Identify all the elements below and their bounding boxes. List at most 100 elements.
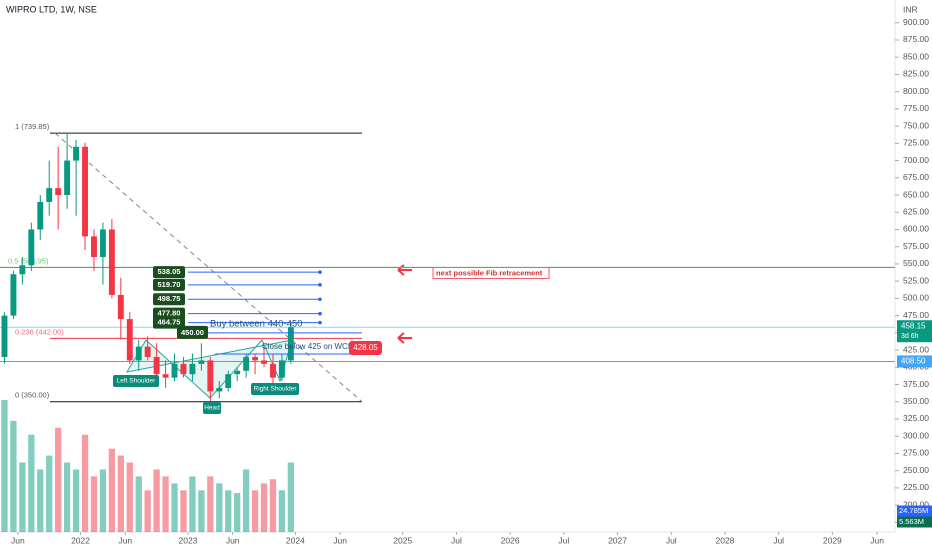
target-label: 538.05 [158, 267, 181, 276]
y-tick-label: 375.00 [903, 379, 929, 389]
arrows [397, 264, 412, 344]
pattern-label: Right Shoulder [254, 386, 298, 393]
y-tick-label: 725.00 [903, 138, 929, 148]
y-tick-label: 325.00 [903, 413, 929, 423]
y-tick-label: 225.00 [903, 482, 929, 492]
x-tick-label: Jul [558, 535, 569, 545]
target-dot [318, 297, 322, 302]
volume-bar [260, 483, 268, 532]
pattern-badge [113, 375, 159, 387]
target-label: 464.75 [158, 318, 181, 327]
y-tick-label: 750.00 [903, 120, 929, 130]
volume-bar [19, 462, 26, 532]
pattern-label: Head [204, 405, 220, 412]
countdown: 3d 6h [901, 333, 919, 340]
volume-bar [81, 434, 89, 532]
volume-bar [63, 462, 71, 532]
volume-bar [216, 483, 223, 532]
volume-bar [225, 490, 232, 532]
stop-badge [349, 340, 382, 355]
target-dot [318, 320, 322, 325]
y-tick-label: 475.00 [903, 310, 929, 320]
volume-bar [234, 493, 241, 532]
y-tick-label: 600.00 [903, 224, 929, 234]
x-tick-label: Jun [333, 535, 347, 545]
candle-body [243, 356, 250, 371]
y-tick-label: 900.00 [903, 17, 929, 27]
volume-label: 24.785M [899, 506, 928, 515]
y-tick-label: 825.00 [903, 69, 929, 79]
candle-body [64, 160, 71, 196]
volume-bar [37, 469, 44, 532]
stop-note: Close below 425 on WCB [262, 342, 353, 351]
y-tick-label: 650.00 [903, 189, 929, 199]
volume-bar [144, 490, 151, 532]
candle-body [207, 360, 214, 392]
x-tick-label: 2028 [715, 535, 734, 545]
x-tick-label: 2027 [608, 535, 627, 545]
candle-body [82, 146, 88, 237]
volume-bar [126, 462, 133, 532]
fib-label: 0.236 (442.00) [15, 327, 64, 336]
currency: INR [903, 4, 918, 14]
x-tick-label: Jul [451, 535, 462, 545]
x-tick-label: 2025 [393, 535, 412, 545]
target-badge [153, 266, 185, 279]
volume-bar [28, 434, 35, 532]
x-tick-label: Jun [870, 535, 884, 545]
fib-label: 1 (739.85) [15, 122, 50, 131]
candle-body [162, 374, 169, 378]
candle-body [108, 229, 115, 295]
volume-bar [108, 448, 116, 532]
y-tick-label: 525.00 [903, 275, 929, 285]
target-dot [318, 283, 322, 287]
arrow [397, 264, 412, 276]
y-tick-label: 700.00 [903, 155, 929, 165]
volume-bar [153, 469, 160, 532]
x-tick-label: 2026 [501, 535, 520, 545]
candle-body [19, 265, 26, 275]
last-price-badge [897, 320, 932, 343]
x-tick-label: Jul [666, 535, 677, 545]
entry-badge [177, 325, 208, 339]
volume-badge [897, 505, 932, 517]
x-tick-label: 2029 [823, 535, 842, 545]
candle-body [189, 363, 196, 375]
volume-bar [180, 490, 187, 532]
candle-body [234, 370, 241, 375]
volume-bar [171, 483, 178, 532]
candle-body [287, 327, 294, 361]
candle-body [99, 229, 106, 258]
target-badge [153, 316, 185, 329]
fib-note-box [432, 267, 550, 279]
volume-bar [117, 455, 124, 532]
candle-body [135, 346, 142, 361]
candle-body [37, 201, 44, 230]
volume-bar [135, 476, 142, 532]
volume-label: 5.563M [899, 517, 924, 526]
y-tick-label: 300.00 [903, 430, 929, 440]
level-label: 408.50 [901, 357, 926, 366]
candle-body [216, 387, 223, 392]
volume-bar [46, 455, 53, 532]
candle-body [270, 363, 276, 378]
x-tick-label: Jun [226, 535, 240, 545]
volume-bar [189, 476, 196, 532]
y-tick-label: 200.00 [903, 499, 929, 509]
x-tick-label: Jul [773, 535, 784, 545]
candle-body [117, 294, 124, 320]
chart-title: WIPRO LTD, 1W, NSE [6, 4, 97, 14]
candle-body [261, 360, 267, 364]
y-tick-label: 250.00 [903, 465, 929, 475]
x-tick-label: Jun [11, 535, 25, 545]
candle-body [144, 346, 151, 357]
price-axis [895, 0, 932, 550]
volume-bar [251, 490, 259, 532]
pattern-label: Left Shoulder [117, 378, 157, 385]
last-price-label: 458.15 [901, 321, 926, 330]
y-tick-label: 575.00 [903, 241, 929, 251]
pattern-badge [203, 402, 221, 414]
candle-body [198, 360, 205, 364]
candle-body [10, 274, 17, 316]
